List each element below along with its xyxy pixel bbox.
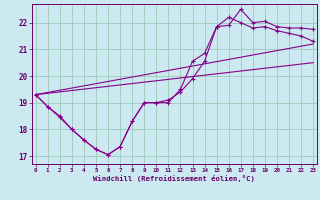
X-axis label: Windchill (Refroidissement éolien,°C): Windchill (Refroidissement éolien,°C)	[93, 175, 255, 182]
